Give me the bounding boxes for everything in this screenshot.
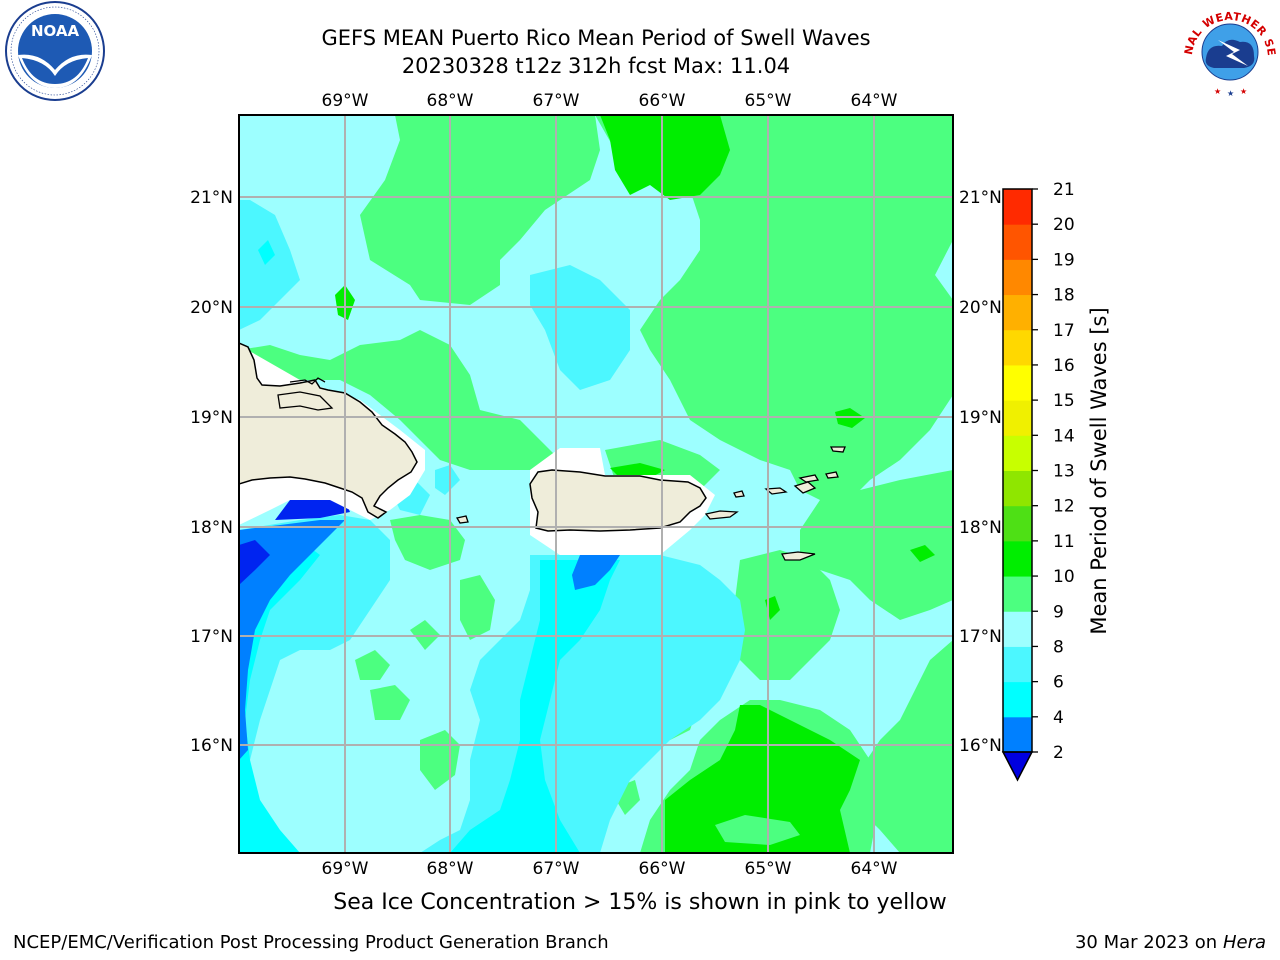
colorbar-bin — [1003, 646, 1032, 683]
colorbar-tick-label: 12 — [1053, 497, 1075, 517]
colorbar-tick-label: 21 — [1053, 180, 1075, 200]
colorbar-tick-label: 8 — [1053, 637, 1064, 657]
lat-labels-left: 21°N 20°N 19°N 18°N 17°N 16°N — [190, 188, 233, 756]
colorbar-bin — [1003, 505, 1032, 542]
chart-subtitle: 20230328 t12z 312h fcst Max: 11.04 — [401, 54, 791, 78]
colorbar-label: Mean Period of Swell Waves [s] — [1087, 307, 1111, 634]
run-date: 30 Mar 2023 on — [1074, 932, 1218, 953]
svg-text:★: ★ — [1227, 89, 1234, 98]
chart-title: GEFS MEAN Puerto Rico Mean Period of Swe… — [321, 26, 871, 50]
lat-label: 18°N — [190, 518, 233, 538]
hispaniola-peninsula — [289, 377, 326, 385]
colorbar-tick-label: 15 — [1053, 391, 1075, 411]
lon-labels-top: 69°W 68°W 67°W 66°W 65°W 64°W — [322, 91, 898, 111]
lon-label: 65°W — [745, 859, 792, 879]
colorbar-bin — [1003, 294, 1032, 331]
lat-label: 20°N — [190, 298, 233, 318]
lat-label: 21°N — [190, 188, 233, 208]
colorbar-tick-label: 18 — [1053, 286, 1075, 306]
lon-labels-bottom: 69°W 68°W 67°W 66°W 65°W 64°W — [322, 859, 898, 879]
colorbar-tick-label: 16 — [1053, 356, 1075, 376]
colorbar-bin — [1003, 611, 1032, 647]
hispaniola-land — [239, 342, 418, 519]
svg-text:★: ★ — [1240, 87, 1247, 96]
colorbar-tick-label: 17 — [1053, 321, 1075, 341]
producer-credit: NCEP/EMC/Verification Post Processing Pr… — [13, 932, 609, 953]
lat-label: 17°N — [190, 627, 233, 647]
lon-label: 68°W — [427, 859, 474, 879]
lon-label: 64°W — [851, 859, 898, 879]
lon-label: 68°W — [427, 91, 474, 111]
colorbar-bin — [1003, 540, 1032, 577]
colorbar-bin — [1003, 259, 1032, 296]
contour-9-10-patch — [715, 815, 800, 845]
colorbar-bin — [1003, 681, 1032, 718]
colorbar-bin — [1003, 400, 1032, 436]
colorbar-tick-label: 19 — [1053, 250, 1075, 270]
graticule — [239, 115, 953, 853]
lat-label: 20°N — [959, 298, 1002, 318]
lon-label: 65°W — [745, 91, 792, 111]
contour-below-2 — [239, 500, 350, 585]
colorbar-tick-label: 2 — [1053, 743, 1064, 763]
colorbar-tick-label: 11 — [1053, 532, 1075, 552]
colorbar-tick-label: 13 — [1053, 462, 1075, 482]
colorbar-tick-label: 20 — [1053, 215, 1075, 235]
machine-name: Hera — [1222, 932, 1266, 953]
colorbar-tick-label: 6 — [1053, 673, 1064, 693]
lat-label: 16°N — [959, 736, 1002, 756]
colorbar-bin — [1003, 189, 1032, 225]
colorbar-bin — [1003, 364, 1032, 401]
lon-label: 67°W — [533, 91, 580, 111]
map-frame — [238, 114, 954, 854]
lat-label: 17°N — [959, 627, 1002, 647]
colorbar-extend — [1001, 751, 1034, 782]
lon-label: 69°W — [322, 91, 369, 111]
colorbar-bin — [1003, 329, 1032, 366]
nws-logo-icon: NATIONAL WEATHER SERVICE ★ ★ ★ — [1178, 0, 1278, 99]
svg-text:★: ★ — [1214, 87, 1221, 96]
contour-field — [239, 115, 953, 853]
lat-labels-right: 21°N 20°N 19°N 18°N 17°N 16°N — [959, 188, 1002, 756]
small-islands — [455, 446, 846, 561]
colorbar-bin — [1003, 576, 1032, 612]
lat-label: 19°N — [190, 408, 233, 428]
lon-label: 66°W — [639, 859, 686, 879]
colorbar-tick-label: 4 — [1053, 708, 1064, 728]
lon-label: 64°W — [851, 91, 898, 111]
colorbar: 2 4 6 8 9 10 11 12 13 14 15 16 17 18 19 20 21 — [1001, 180, 1075, 782]
hispaniola-coast — [277, 391, 334, 411]
lon-label: 67°W — [533, 859, 580, 879]
colorbar-bin — [1003, 224, 1032, 260]
contour-10-11 — [335, 115, 935, 853]
colorbar-tick-label: 10 — [1053, 567, 1075, 587]
colorbar-bin — [1003, 470, 1032, 507]
lon-label: 66°W — [639, 91, 686, 111]
sea-ice-note: Sea Ice Concentration > 15% is shown in … — [333, 890, 947, 915]
colorbar-bin — [1003, 435, 1032, 471]
run-date-credit: 30 Mar 2023 on Hera — [1075, 932, 1266, 953]
colorbar-bin — [1003, 716, 1032, 753]
contour-2-4 — [239, 520, 620, 760]
lat-label: 18°N — [959, 518, 1002, 538]
lon-label: 69°W — [322, 859, 369, 879]
colorbar-tick-label: 9 — [1053, 602, 1064, 622]
colorbar-tick-label: 14 — [1053, 426, 1075, 446]
noaa-logo-icon: NOAA — [5, 1, 105, 101]
lat-label: 16°N — [190, 736, 233, 756]
lat-label: 19°N — [959, 408, 1002, 428]
noaa-logo-text: NOAA — [31, 22, 80, 40]
lat-label: 21°N — [959, 188, 1002, 208]
